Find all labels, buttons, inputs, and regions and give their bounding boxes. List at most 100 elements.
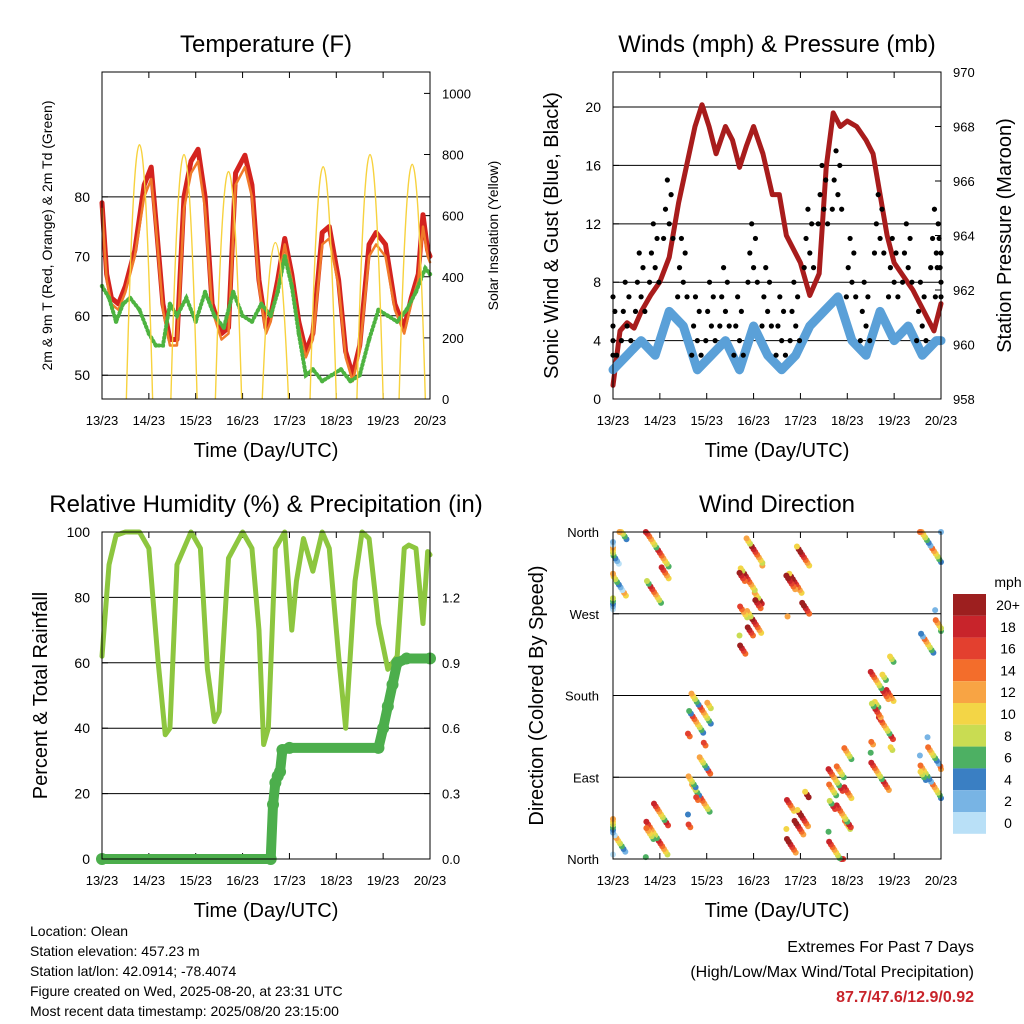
humidity-xtick-label: 13/23 — [86, 873, 119, 888]
temperature-xtick-label: 18/23 — [320, 413, 353, 428]
direction-point — [704, 699, 711, 706]
winds-gust-point — [921, 294, 927, 300]
temperature-ylabel-right: Solar Insolation (Yellow) — [485, 161, 501, 311]
winds-xtick-label: 19/23 — [878, 413, 911, 428]
winds-gust-point — [678, 235, 685, 242]
winds-gust-point — [775, 323, 781, 329]
winds-frame — [612, 71, 942, 400]
direction-point — [932, 617, 939, 624]
direction-point — [658, 564, 665, 571]
humidity-xtick-label: 14/23 — [133, 873, 166, 888]
temperature-ytick-right-label: 0 — [442, 392, 449, 407]
winds-gust-point — [919, 323, 925, 329]
winds-ytick-right-label: 966 — [953, 174, 975, 189]
direction-ytick-label: North — [567, 525, 599, 540]
winds-gust-point — [815, 221, 821, 227]
temperature-xtick-label: 14/23 — [133, 413, 166, 428]
winds-gust-point — [935, 221, 941, 227]
temperature-ytick-right-label: 1000 — [442, 86, 471, 101]
humidity-xlabel: Time (Day/UTC) — [194, 900, 339, 922]
direction-point — [783, 796, 790, 803]
winds-gust-point — [747, 250, 753, 256]
direction-panel: Wind Direction 13/23 14/23 15/23 16/23 17/23 1… — [526, 491, 1022, 922]
winds-xtick-label: 16/23 — [737, 413, 770, 428]
direction-point — [651, 800, 657, 807]
winds-gust-point — [668, 192, 674, 198]
winds-gust-point — [763, 265, 769, 271]
direction-xtick-label: 15/23 — [690, 873, 723, 888]
temperature-ytick-label: 70 — [74, 248, 90, 264]
humidity-point — [377, 722, 390, 735]
direction-xtick-label: 19/23 — [878, 873, 911, 888]
winds-ytick-right-label: 960 — [953, 338, 975, 353]
legend-label: 0 — [1004, 815, 1012, 831]
temperature-panel: Temperature (F) 13/23 14/23 15/23 16/23 17/23… — [39, 31, 501, 462]
winds-gust-point — [825, 221, 831, 227]
direction-point — [686, 707, 693, 714]
direction-xtick-label: 13/23 — [597, 873, 630, 888]
winds-xtick-label: 14/23 — [644, 413, 677, 428]
direction-ylabel: Direction (Colored By Speed) — [526, 565, 548, 825]
winds-ytick-right-label: 962 — [953, 283, 975, 298]
extremes-subtitle: (High/Low/Max Wind/Total Precipitation) — [690, 964, 974, 981]
direction-point — [643, 818, 650, 825]
winds-gust-point — [863, 323, 869, 329]
direction-point — [833, 763, 840, 770]
winds-gust-point — [857, 338, 864, 344]
winds-gust-point — [694, 338, 700, 344]
direction-point — [696, 754, 703, 761]
direction-point — [825, 766, 832, 773]
temperature-series-3 — [309, 166, 337, 400]
winds-gust-point — [901, 250, 908, 256]
winds-gust-point — [851, 250, 857, 256]
winds-gust-point — [759, 323, 765, 329]
station-location: Location: Olean — [30, 923, 129, 939]
temperature-series-3 — [125, 144, 154, 400]
direction-point — [868, 700, 875, 707]
winds-gust-point — [676, 265, 683, 271]
direction-xtick-label: 14/23 — [644, 873, 677, 888]
winds-gust-point — [722, 308, 729, 315]
winds-gust-point — [773, 352, 779, 358]
direction-point — [916, 752, 923, 759]
direction-point — [826, 838, 833, 845]
winds-gust-point — [670, 235, 676, 242]
winds-gust-point — [768, 323, 774, 329]
temperature-xtick-label: 19/23 — [367, 413, 400, 428]
winds-gust-point — [933, 250, 939, 256]
direction-point — [887, 653, 894, 660]
station-info: Location: Olean Station elevation: 457.2… — [30, 921, 343, 1021]
temperature-ytick-right-label: 400 — [442, 270, 464, 285]
winds-gust-point — [821, 206, 827, 212]
winds-ytick-label: 16 — [585, 157, 601, 173]
temperature-xtick-label: 15/23 — [179, 413, 212, 428]
winds-title: Winds (mph) & Pressure (mb) — [618, 31, 935, 58]
winds-gust-point — [934, 265, 940, 271]
winds-gust-point — [690, 323, 697, 329]
direction-point — [737, 565, 744, 572]
legend-swatch — [953, 768, 986, 791]
winds-gust-point — [833, 148, 839, 154]
winds-gust-point — [680, 279, 686, 285]
direction-xtick-label: 16/23 — [737, 873, 770, 888]
legend-label: 16 — [1000, 641, 1016, 657]
direction-point — [793, 543, 800, 550]
winds-gust-point — [843, 294, 849, 300]
direction-point — [917, 768, 924, 775]
winds-gust-point — [646, 279, 653, 285]
direction-point — [783, 572, 790, 579]
winds-gust-point — [875, 192, 881, 198]
humidity-ytick-label: 20 — [74, 786, 90, 802]
winds-panel: Winds (mph) & Pressure (mb) 13/23 14/23 15/… — [541, 31, 1016, 462]
winds-gust-point — [689, 352, 695, 358]
winds-gust-point — [740, 352, 746, 358]
station-latlon: Station lat/lon: 42.0914; -78.4074 — [30, 963, 237, 979]
direction-ytick-label: West — [570, 607, 600, 622]
direction-point — [752, 597, 759, 604]
winds-gust-point — [642, 308, 648, 315]
direction-point — [736, 632, 743, 639]
winds-gust-point — [895, 294, 901, 300]
winds-gust-point — [907, 235, 913, 242]
winds-gust-point — [682, 250, 688, 256]
legend-swatch — [953, 681, 986, 703]
